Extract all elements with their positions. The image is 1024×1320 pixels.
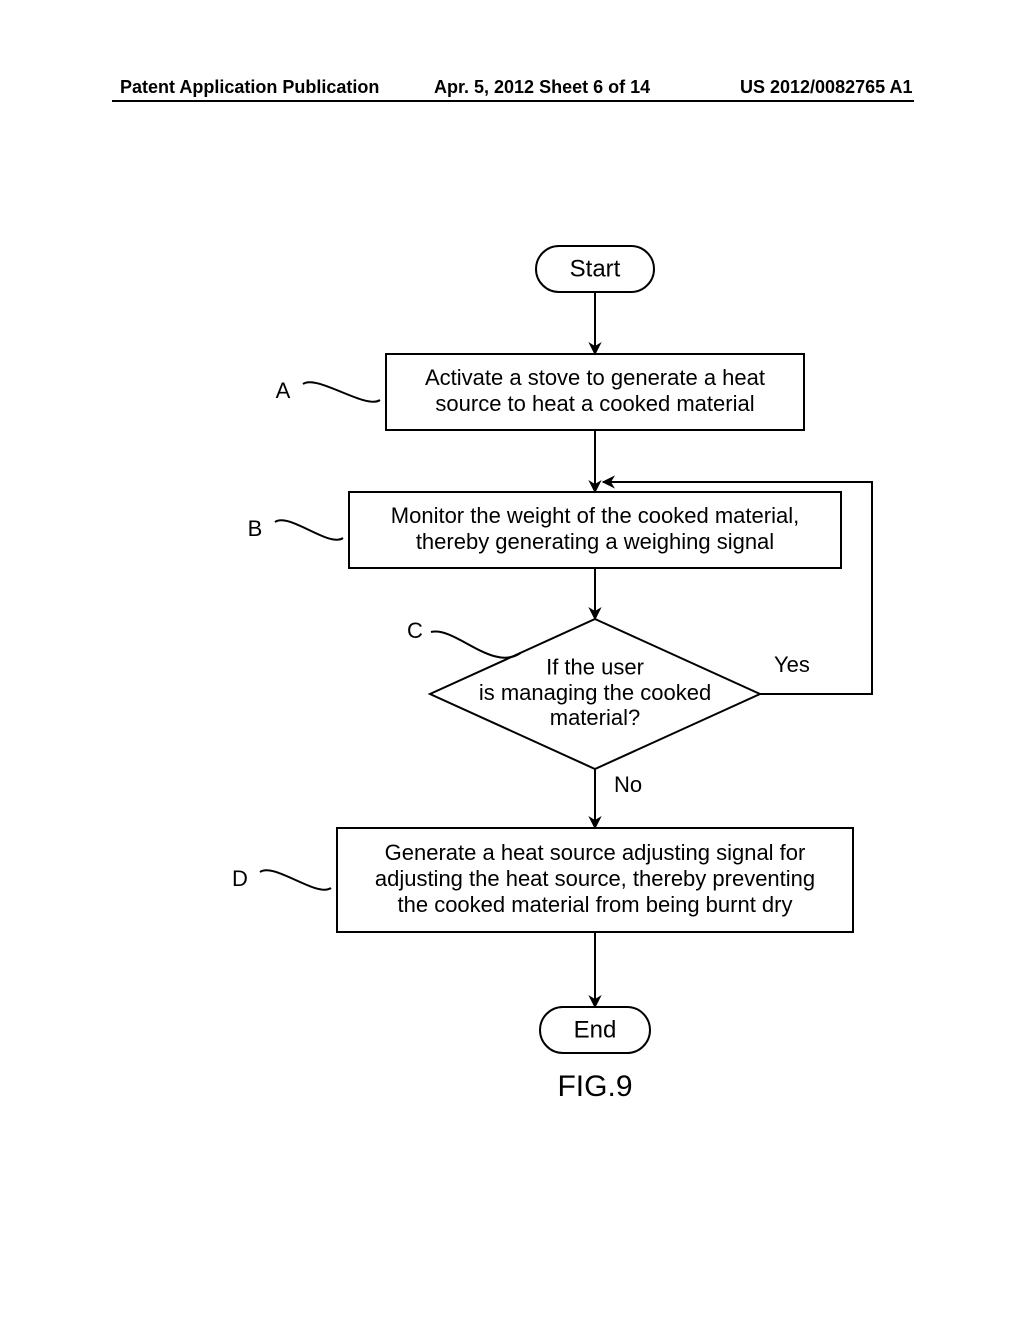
svg-text:material?: material?	[550, 705, 640, 730]
flowchart-svg: Start Activate a stove to generate a heat…	[0, 0, 1024, 1320]
svg-text:End: End	[574, 1016, 617, 1043]
svg-text:B: B	[248, 516, 263, 541]
svg-text:If the user: If the user	[546, 655, 644, 680]
svg-text:Activate a stove to generate a: Activate a stove to generate a heat	[425, 365, 765, 390]
svg-text:C: C	[407, 618, 423, 643]
step-label-connector	[260, 870, 331, 890]
svg-text:is managing the cooked: is managing the cooked	[479, 680, 711, 705]
svg-text:adjusting the heat source, the: adjusting the heat source, thereby preve…	[375, 866, 815, 891]
page: Patent Application Publication Apr. 5, 2…	[0, 0, 1024, 1320]
svg-text:thereby generating a weighing: thereby generating a weighing signal	[416, 529, 774, 554]
step-label-connector	[303, 382, 380, 402]
svg-text:Start: Start	[570, 255, 621, 282]
svg-text:Yes: Yes	[774, 652, 810, 677]
step-label-connector	[431, 631, 521, 657]
svg-text:FIG.9: FIG.9	[557, 1070, 632, 1103]
step-label-connector	[275, 520, 343, 540]
svg-text:Generate a heat source adjusti: Generate a heat source adjusting signal …	[385, 840, 806, 865]
svg-text:A: A	[276, 378, 291, 403]
svg-text:Monitor the weight of the cook: Monitor the weight of the cooked materia…	[391, 503, 799, 528]
svg-text:D: D	[232, 866, 248, 891]
svg-text:the cooked material from being: the cooked material from being burnt dry	[398, 892, 793, 917]
svg-text:source to heat a cooked materi: source to heat a cooked material	[435, 391, 754, 416]
svg-text:No: No	[614, 772, 642, 797]
